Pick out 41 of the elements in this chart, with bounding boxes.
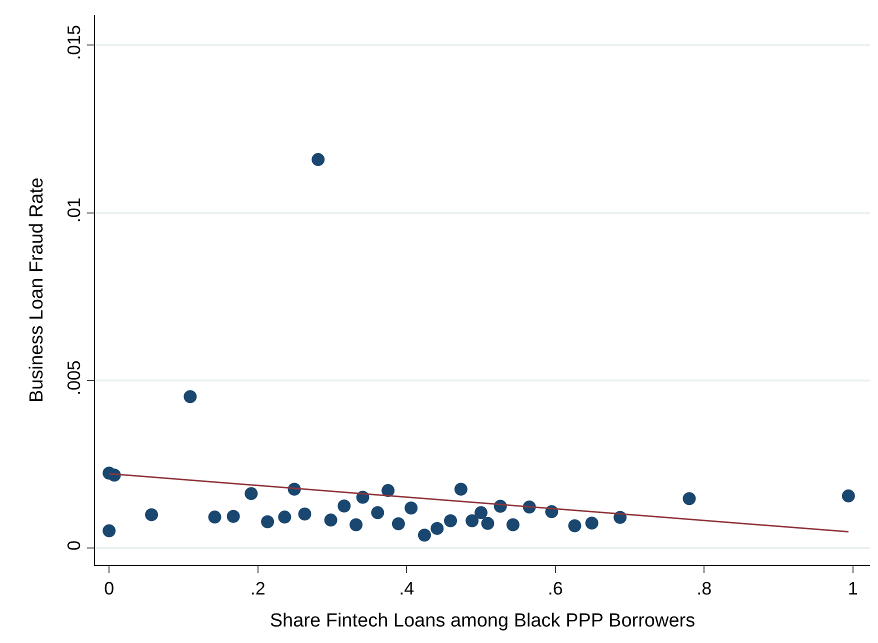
point xyxy=(244,487,258,500)
point xyxy=(418,528,431,542)
point xyxy=(312,153,325,166)
point xyxy=(298,508,312,521)
point xyxy=(444,514,458,528)
point xyxy=(350,518,363,532)
x-tick-label: 1 xyxy=(848,578,858,599)
point xyxy=(324,514,338,527)
point xyxy=(371,506,384,520)
x-tick-label: .4 xyxy=(399,578,414,599)
x-axis-title: Share Fintech Loans among Black PPP Borrowers xyxy=(270,610,696,632)
point xyxy=(454,482,468,496)
y-tick-label: .01 xyxy=(64,198,84,223)
point xyxy=(102,524,116,538)
point xyxy=(392,517,405,530)
point xyxy=(842,489,855,502)
x-tick-label: 0 xyxy=(104,578,114,599)
point xyxy=(404,501,418,514)
point xyxy=(184,390,197,404)
point xyxy=(474,506,488,520)
point xyxy=(208,510,222,524)
x-tick-label: .8 xyxy=(696,578,712,599)
x-tick-label: .2 xyxy=(250,578,266,599)
point xyxy=(585,516,598,530)
y-axis-title: Business Loan Fraud Rate xyxy=(26,178,48,402)
point xyxy=(506,518,520,532)
point xyxy=(226,510,240,523)
y-tick-label: .015 xyxy=(64,24,84,60)
point xyxy=(568,519,582,532)
point xyxy=(338,499,351,512)
point xyxy=(481,516,494,530)
point xyxy=(466,514,479,528)
y-tick-label: .005 xyxy=(64,360,84,396)
x-tick-label: .6 xyxy=(548,578,563,599)
point xyxy=(278,510,292,524)
y-tick-label: 0 xyxy=(64,540,84,551)
point xyxy=(145,508,158,522)
point xyxy=(682,492,696,506)
point xyxy=(261,515,274,528)
point xyxy=(382,484,395,498)
point xyxy=(430,522,444,535)
